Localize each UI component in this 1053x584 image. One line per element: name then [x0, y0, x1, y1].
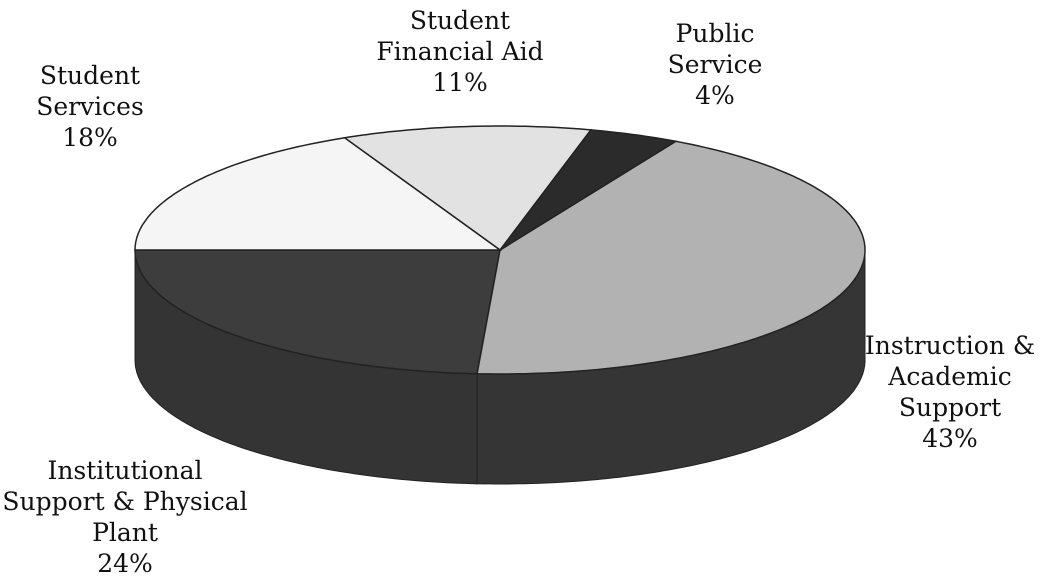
pie-slice: [134, 137, 503, 251]
slice-label: Student Financial Aid 11%: [360, 5, 560, 98]
slice-label: Institutional Support & Physical Plant 24…: [0, 455, 250, 579]
slice-value: 43%: [922, 424, 978, 453]
slice-name: Instruction & Academic Support: [864, 331, 1036, 422]
pie-slice: [342, 125, 593, 252]
slice-name: Institutional Support & Physical Plant: [2, 456, 248, 547]
slice-label: Instruction & Academic Support 43%: [860, 330, 1040, 454]
slice-label: Student Services 18%: [10, 60, 170, 153]
pie-slice: [476, 140, 866, 375]
slice-label: Public Service 4%: [650, 18, 780, 111]
slice-name: Student Financial Aid: [376, 6, 544, 66]
slice-name: Public Service: [667, 19, 763, 79]
slice-name: Student Services: [36, 61, 144, 121]
slice-value: 4%: [695, 81, 735, 110]
slice-value: 11%: [432, 68, 488, 97]
pie-slice: [499, 129, 678, 251]
pie-slice: [134, 249, 501, 375]
slice-value: 18%: [62, 123, 118, 152]
slice-value: 24%: [97, 549, 153, 578]
